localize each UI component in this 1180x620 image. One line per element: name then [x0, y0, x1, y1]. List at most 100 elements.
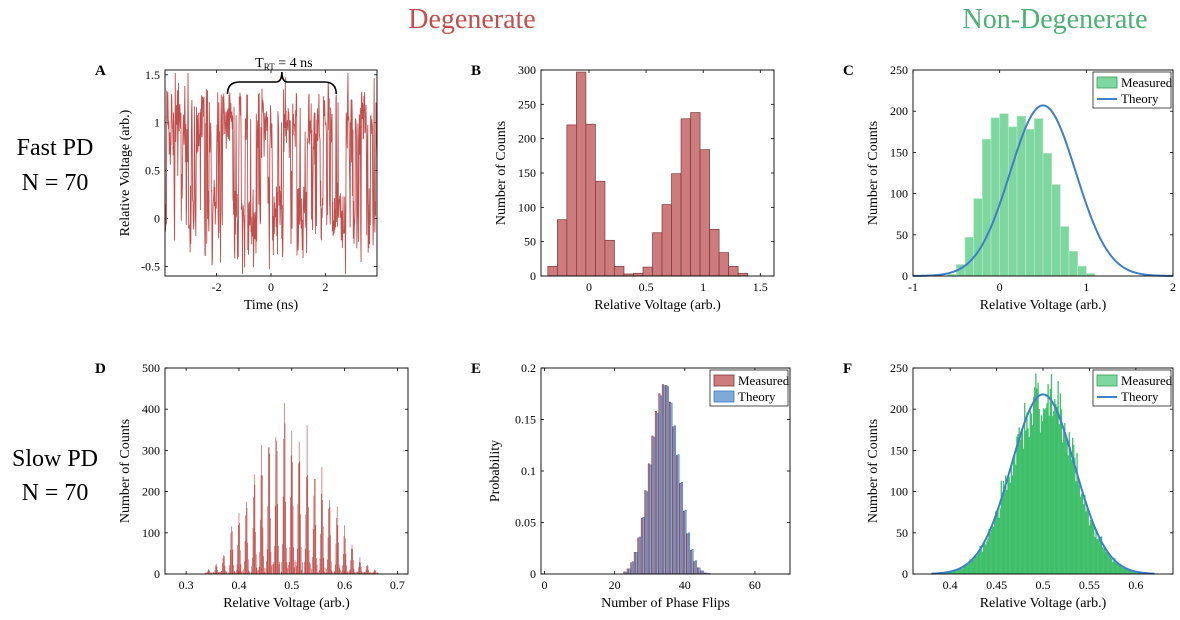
histogram-bar [244, 561, 245, 574]
x-axis-label: Relative Voltage (arb.) [980, 596, 1107, 611]
bar-measured [682, 510, 685, 575]
bar-theory [695, 560, 698, 575]
histogram-bar [960, 567, 962, 574]
histogram-bar [1064, 423, 1066, 574]
histogram-bar [333, 571, 335, 574]
histogram-bar [614, 266, 625, 277]
y-tick-label: 100 [518, 200, 536, 214]
x-tick-label: 0.3 [179, 578, 194, 592]
histogram-bar [1006, 489, 1008, 574]
histogram-bar [305, 514, 307, 574]
histogram-bar [252, 527, 254, 574]
histogram-bar [1029, 410, 1031, 574]
histogram-bar [1112, 561, 1114, 574]
histogram-bar [1106, 551, 1108, 574]
y-tick-label: 50 [524, 235, 536, 249]
histogram-bar [238, 513, 240, 574]
column-title-degenerate: Degenerate [408, 4, 535, 35]
bar-measured [626, 568, 629, 575]
histogram-bar [1103, 548, 1105, 574]
histogram-bar [317, 572, 318, 574]
histogram-bar [958, 568, 960, 574]
bar-measured [654, 411, 657, 575]
bar-theory [667, 386, 669, 575]
histogram-bar [284, 423, 286, 574]
histogram-bar [234, 571, 236, 574]
histogram-bar [1088, 525, 1090, 574]
y-tick-label: 300 [518, 63, 536, 77]
histogram-bar [205, 572, 206, 574]
x-axis-label: Number of Phase Flips [601, 596, 730, 611]
histogram-bar [240, 564, 242, 574]
histogram-bar [1113, 557, 1115, 574]
y-tick-label: 0.1 [521, 464, 536, 478]
bar-theory [677, 454, 680, 575]
histogram-bar [1115, 562, 1117, 574]
histogram-bar [973, 555, 976, 574]
histogram-bar [1067, 455, 1069, 574]
histogram-bar [376, 572, 378, 574]
histogram-bar [215, 565, 216, 574]
histogram-bar [1131, 570, 1133, 574]
panel-a-time-trace: -2 0 2 -0.5 0 0.5 1 1.5 Time (ns) Relative Voltag… [95, 56, 378, 313]
histogram-bar [277, 504, 279, 574]
histogram-bar [1008, 476, 1010, 574]
histogram-bar [309, 563, 311, 574]
histogram-bar [1128, 569, 1131, 574]
histogram-bar [967, 562, 969, 574]
histogram-bar [1054, 399, 1056, 574]
histogram-bar [351, 544, 353, 574]
annotation-value: = 4 ns [275, 56, 313, 71]
histogram-bar [349, 569, 351, 574]
y-tick-label: 200 [890, 402, 908, 416]
histogram-bar [262, 527, 264, 574]
histogram-bar [1084, 495, 1086, 574]
histogram-bar [205, 572, 207, 574]
histogram-bar [1017, 434, 1019, 574]
histogram-bar [324, 567, 326, 574]
x-tick-label: 0.4 [231, 578, 246, 592]
histogram-bar [1007, 478, 1009, 574]
histogram-bar [311, 568, 312, 574]
histogram-bar [1074, 457, 1076, 574]
histogram-bar [301, 569, 303, 574]
histogram-bar [1134, 571, 1136, 574]
histogram-bar [275, 437, 277, 574]
histogram-bar [281, 561, 283, 574]
histogram-bar [1033, 118, 1044, 277]
x-tick-label: 2 [1170, 280, 1176, 294]
histogram-bar [671, 173, 682, 277]
histogram-bar [642, 266, 653, 277]
histogram-bar [368, 570, 369, 574]
y-tick-label: 150 [518, 166, 536, 180]
histogram-bar [371, 572, 373, 574]
histogram-bar [347, 572, 349, 574]
histogram-bar [1108, 556, 1111, 574]
histogram-bar [267, 506, 269, 574]
panel-f-histogram: 0.4 0.45 0.5 0.55 0.6 0 50 100 150 200 250 Relative… [843, 361, 1174, 611]
histogram-bar [222, 558, 224, 574]
y-tick-label: 500 [142, 361, 160, 375]
histogram-bar [331, 570, 333, 574]
histogram-bar [1094, 536, 1096, 574]
histogram-bar [306, 425, 308, 574]
histogram-bar [290, 455, 292, 574]
histogram-bar [978, 550, 980, 574]
histogram-bar [278, 545, 279, 574]
histogram-bar [977, 554, 979, 574]
bar-theory [635, 552, 638, 575]
y-tick-label: 0 [154, 212, 160, 226]
histogram-bar [1070, 459, 1073, 574]
histogram-bar [1051, 416, 1054, 574]
histogram-bar [1025, 128, 1035, 277]
histogram-bar [320, 533, 321, 574]
histogram-bar [576, 71, 587, 277]
histogram-bar [1066, 442, 1068, 574]
histogram-bar [1060, 409, 1063, 574]
histogram-bar [279, 561, 280, 574]
histogram-bar [367, 566, 369, 574]
y-tick-label: 150 [890, 145, 908, 159]
bar-measured [665, 385, 668, 575]
histogram-bar [354, 572, 356, 574]
